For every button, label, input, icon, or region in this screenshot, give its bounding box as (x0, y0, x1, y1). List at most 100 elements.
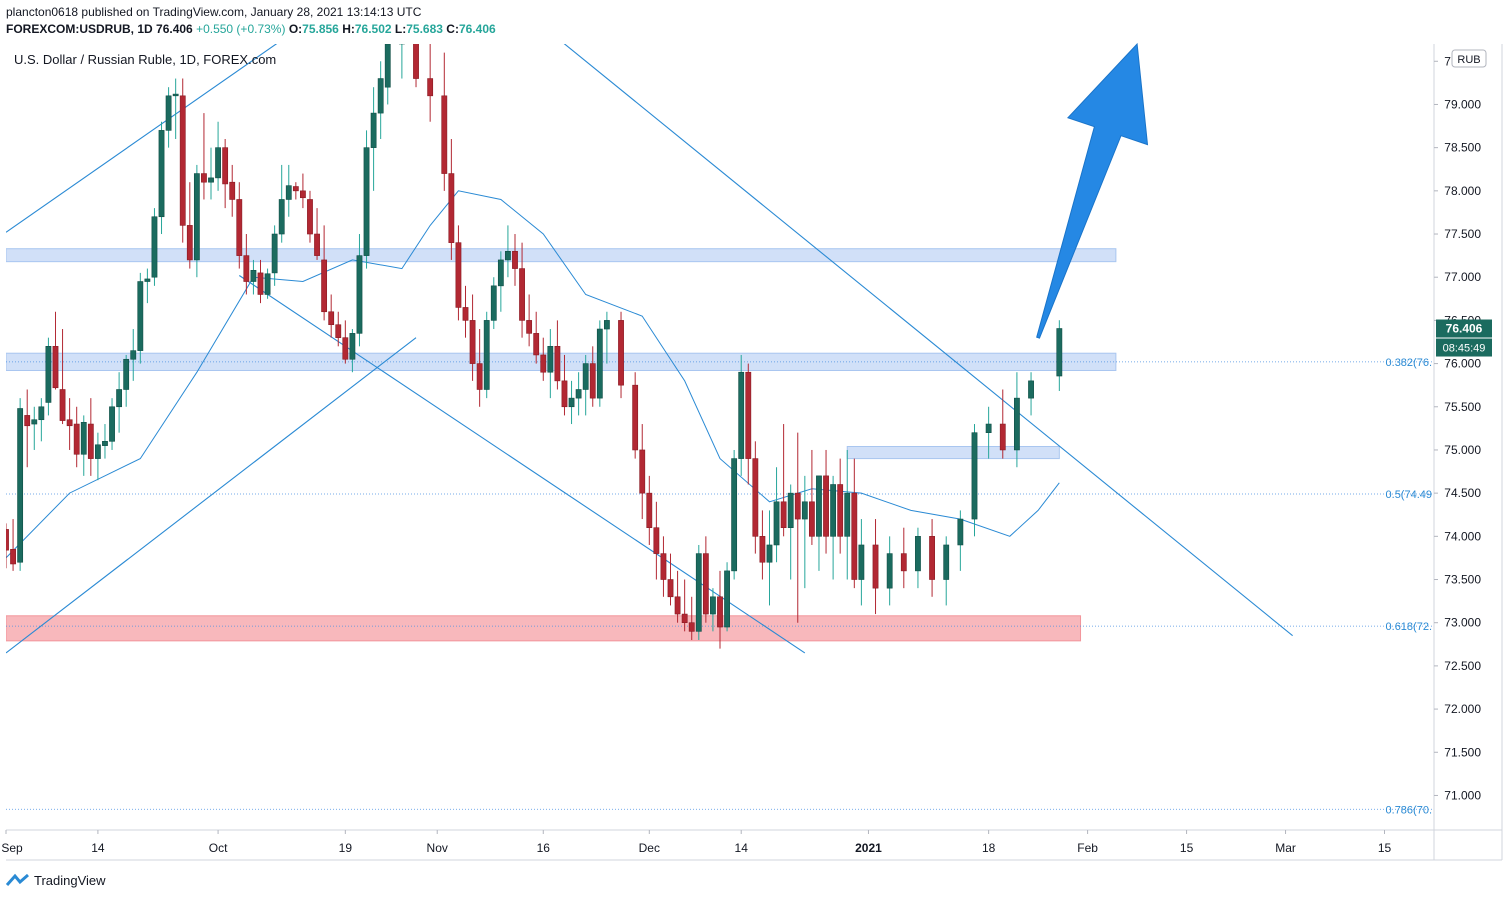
candle-body (794, 492, 801, 520)
candle-2021-01-06 (900, 527, 907, 589)
candle-2020-11-20 (568, 380, 575, 425)
candle-2020-10-18 (335, 311, 342, 347)
candle-body (653, 527, 660, 554)
y-tick-label: 78.500 (1444, 141, 1481, 155)
x-tick-label: 14 (91, 841, 105, 855)
candle-2020-12-24 (809, 449, 815, 545)
x-tick-label: Mar (1275, 841, 1296, 855)
candle-body (660, 553, 667, 580)
candle-body (73, 423, 80, 455)
candle-2020-09-14 (95, 432, 101, 481)
candle-body (427, 78, 434, 97)
candle-body (667, 579, 674, 598)
candle-body (307, 199, 313, 235)
candle-body (398, 44, 405, 45)
candle-body (179, 95, 186, 226)
candle-body (384, 44, 391, 88)
candle-body (109, 406, 115, 442)
candle-2020-09-30 (208, 147, 214, 200)
y-tick-label: 74.000 (1444, 529, 1481, 543)
candle-2020-09-10 (66, 398, 73, 450)
candle-body (66, 419, 73, 427)
candle-2020-11-22 (582, 354, 589, 416)
candle-2020-09-06 (38, 398, 45, 442)
candle-body (759, 536, 766, 563)
y-tick-label: 77.000 (1444, 270, 1481, 284)
resistance-zone-0 (6, 248, 1117, 263)
candle-2020-12-30 (851, 458, 858, 589)
candle-2020-10-29 (413, 44, 419, 88)
candle-2020-12-23 (801, 475, 808, 589)
fib-label-1: 0.5(74.49 (1386, 489, 1432, 501)
candle-2020-11-25 (603, 311, 610, 364)
candle-body (222, 147, 229, 185)
footer-brand[interactable]: TradingView (6, 870, 106, 890)
candle-body (236, 199, 243, 256)
candle-2020-12-16 (752, 441, 759, 554)
candles-group (6, 44, 1063, 649)
candle-body (377, 78, 384, 114)
candle-2020-09-17 (116, 372, 123, 433)
candle-body (688, 622, 695, 632)
candle-2020-10-02 (222, 139, 229, 209)
fib-label-0: 0.382(76. (1386, 357, 1432, 369)
candle-2020-10-16 (321, 225, 328, 321)
y-tick-label: 75.500 (1444, 400, 1481, 414)
candle-body (165, 95, 172, 131)
candle-body (724, 570, 730, 628)
candle-2020-10-27 (398, 44, 405, 79)
candle-body (540, 354, 547, 373)
footer-brand-label: TradingView (34, 872, 106, 888)
candle-2020-12-31 (858, 519, 865, 606)
candle-2020-12-12 (724, 562, 730, 632)
currency-badge: RUB (1451, 49, 1487, 68)
candle-2020-10-10 (278, 164, 285, 243)
candle-2020-09-05 (31, 406, 38, 450)
candle-body (370, 112, 377, 148)
candle-body (38, 406, 45, 421)
candle-body (632, 384, 639, 451)
candle-2020-09-28 (193, 164, 200, 278)
candle-2020-10-22 (363, 130, 370, 269)
candle-2020-11-10 (497, 251, 504, 312)
candle-body (738, 371, 745, 459)
x-tick-label: 14 (735, 841, 749, 855)
candle-body (45, 346, 52, 403)
candle-body (95, 444, 101, 459)
candle-body (971, 432, 978, 520)
candle-2020-11-14 (526, 294, 533, 347)
trendline-0 (6, 44, 278, 233)
x-tick-label: Sep (1, 841, 23, 855)
candle-body (575, 389, 582, 399)
candle-body (900, 553, 907, 572)
candle-body (674, 596, 681, 615)
candle-2020-11-19 (561, 354, 568, 416)
bullish-arrow (1036, 42, 1149, 339)
candle-body (292, 186, 299, 192)
candle-body (985, 423, 992, 433)
y-tick-label: 72.500 (1444, 659, 1481, 673)
candle-body (717, 596, 723, 628)
candle-2020-10-03 (229, 164, 236, 217)
candle-body (837, 484, 844, 537)
candle-2020-09-04 (24, 389, 31, 468)
candle-2020-12-22 (794, 432, 801, 623)
candle-2020-10-19 (342, 320, 349, 364)
candle-2020-10-07 (257, 259, 264, 304)
candle-2020-09-03 (17, 398, 24, 571)
low-value: 75.683 (406, 22, 443, 36)
candle-2020-10-05 (243, 234, 250, 295)
currency-badge-label: RUB (1457, 54, 1480, 66)
candle-body (151, 216, 158, 278)
candle-body (533, 333, 540, 356)
candle-2020-11-09 (490, 277, 497, 330)
candle-2020-10-14 (307, 190, 313, 243)
candle-2020-11-07 (476, 329, 483, 407)
trendline-1 (6, 337, 417, 654)
candle-body (596, 328, 603, 399)
candle-body (6, 529, 9, 551)
candle-2020-10-12 (292, 182, 299, 200)
candle-body (10, 548, 16, 565)
candle-body (483, 320, 490, 390)
